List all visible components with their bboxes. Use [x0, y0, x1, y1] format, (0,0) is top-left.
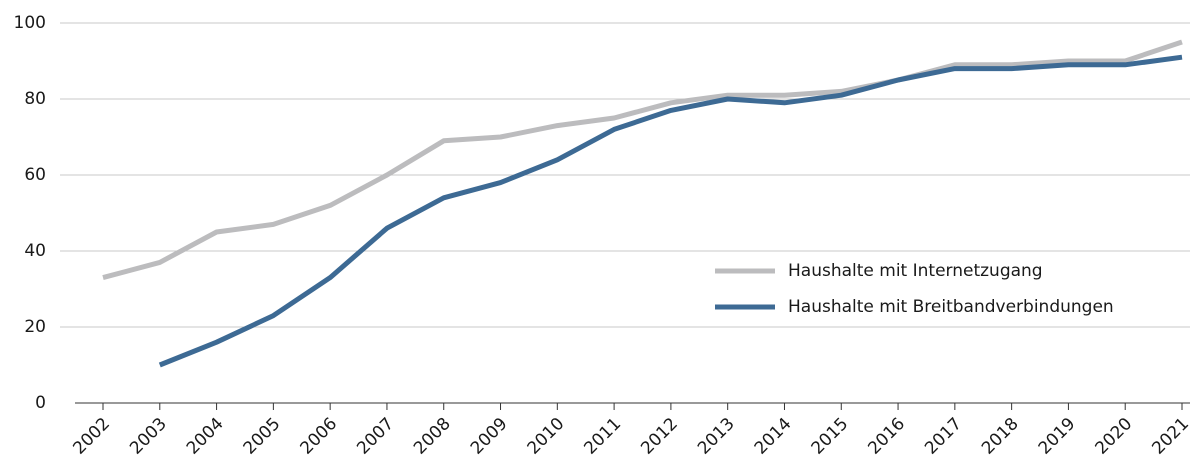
y-tick-label: 0 [35, 393, 46, 413]
x-tick-label: 2006 [296, 414, 341, 459]
x-tick-label: 2005 [240, 414, 285, 459]
x-tick-label: 2021 [1148, 414, 1193, 459]
x-tick-label: 2014 [751, 414, 796, 459]
x-tick-label: 2010 [524, 414, 569, 459]
x-tick-label: 2016 [864, 414, 909, 459]
x-tick-label: 2004 [183, 414, 228, 459]
y-tick-label: 80 [24, 89, 46, 109]
legend-label: Haushalte mit Breitbandverbindungen [788, 297, 1114, 317]
x-tick-label: 2009 [467, 414, 512, 459]
x-tick-label: 2008 [410, 414, 455, 459]
x-tick-label: 2015 [808, 414, 853, 459]
series-line [158, 54, 1183, 368]
x-tick-label: 2007 [353, 414, 398, 459]
y-tick-label: 20 [24, 317, 46, 337]
x-tick-label: 2013 [694, 414, 739, 459]
x-tick-label: 2018 [978, 414, 1023, 459]
x-tick-label: 2002 [69, 414, 114, 459]
x-tick-label: 2020 [1092, 414, 1137, 459]
y-tick-label: 60 [24, 165, 46, 185]
x-tick-label: 2003 [126, 414, 171, 459]
legend-label: Haushalte mit Internetzugang [788, 261, 1043, 281]
y-tick-label: 40 [24, 241, 46, 261]
series-line [102, 39, 1183, 281]
x-tick-label: 2011 [580, 414, 625, 459]
y-tick-label: 100 [14, 13, 46, 33]
x-tick-label: 2019 [1035, 414, 1080, 459]
x-tick-label: 2012 [637, 414, 682, 459]
x-tick-label: 2017 [921, 414, 966, 459]
